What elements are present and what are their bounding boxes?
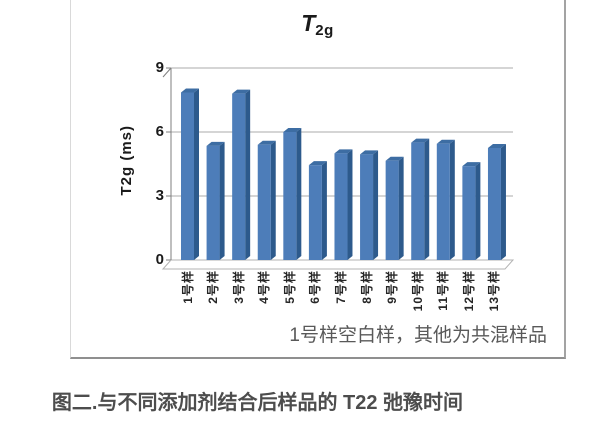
bar-top-face: [257, 140, 276, 145]
bar-side-face: [398, 156, 404, 260]
bar-top-face: [181, 88, 199, 93]
y-axis-tick-label: 6: [155, 123, 164, 140]
plot-area: T2g (ms) 0 3 6 9 1号样 2号样 3号样 4号样 5号样 6号样 7号样 8号样 9号样…: [71, 0, 564, 357]
bar: [181, 92, 194, 261]
bar-side-face: [194, 88, 199, 261]
bar-side-face: [296, 128, 302, 260]
bar-top-face: [487, 144, 506, 148]
figure-caption: 图二.与不同添加剂结合后样品的 T22 弛豫时间: [51, 392, 464, 414]
bar-side-face: [475, 162, 481, 260]
bar: [436, 143, 450, 260]
bar-side-face: [373, 150, 379, 260]
bar-top-face: [360, 150, 379, 155]
chart-canvas: [161, 67, 515, 270]
bar-top-face: [232, 89, 251, 94]
bar-top-face: [411, 138, 430, 143]
y-axis-tick-label: 9: [155, 59, 164, 76]
bar-top-face: [308, 161, 327, 166]
bar-side-face: [270, 140, 276, 260]
bar-top-face: [206, 141, 225, 146]
y-axis-tick-label: 0: [155, 251, 164, 268]
bar: [487, 148, 501, 260]
bar-side-face: [500, 144, 506, 260]
bar: [360, 154, 374, 260]
bar-side-face: [424, 138, 430, 260]
y-axis-tick-label: 3: [155, 187, 164, 204]
bar-side-face: [449, 139, 455, 260]
chart-floor: [161, 259, 515, 270]
bar: [462, 166, 476, 260]
chart-title-main: T: [301, 10, 316, 36]
bar-top-face: [334, 149, 353, 154]
bar: [206, 145, 220, 260]
chart-title-sub: 2g: [315, 22, 334, 39]
bar: [257, 144, 271, 260]
note-text: 1号样空白样，其他为共混样品: [289, 325, 547, 346]
bar-side-face: [347, 149, 353, 260]
chart-title: T2g: [71, 10, 564, 39]
bar: [232, 93, 246, 260]
bar: [411, 142, 425, 260]
bar-side-face: [219, 141, 225, 260]
bar-top-face: [283, 128, 302, 132]
bar: [308, 165, 322, 260]
y-axis-depth-edge: [162, 67, 172, 78]
bar-top-face: [462, 162, 481, 167]
bar-side-face: [245, 89, 251, 260]
bar-top-face: [385, 156, 404, 161]
bar: [283, 132, 297, 260]
figure-panel: T2g T2g (ms) 0 3 6 9 1号样 2号样 3号样 4号样 5号样 6号样 7号样 8号…: [70, 0, 566, 359]
bar-top-face: [436, 139, 455, 144]
bar: [385, 160, 399, 260]
bar: [334, 153, 348, 260]
bar-side-face: [321, 161, 327, 260]
